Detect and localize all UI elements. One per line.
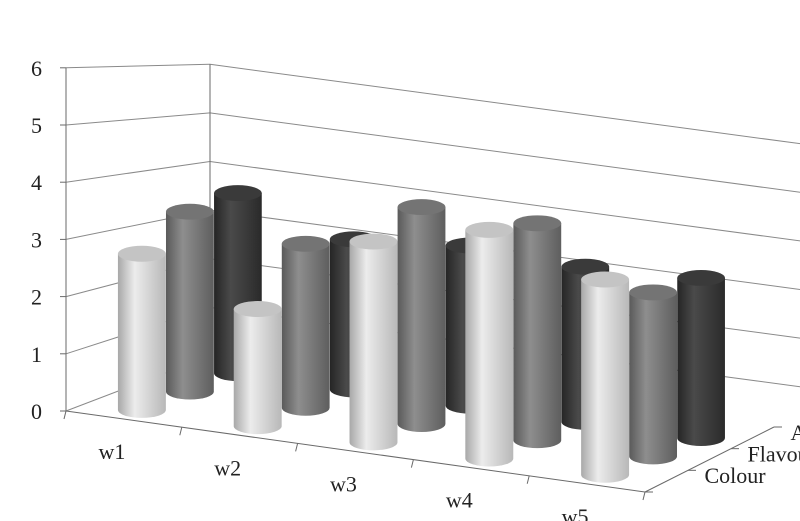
y-tick-labels: 0 1 2 3 4 5 6	[31, 56, 42, 424]
category-label-w4: w4	[446, 488, 473, 513]
y-tick-label: 6	[31, 56, 42, 81]
category-label-w1: w1	[98, 439, 125, 464]
side-gridline	[65, 161, 211, 183]
x-tick	[179, 427, 183, 436]
bar-colour-w3	[349, 233, 398, 451]
bar-flavour-w4	[513, 215, 562, 449]
bar-colour-w4	[465, 221, 514, 467]
y-tick-label: 4	[31, 170, 42, 195]
y-tick-label: 2	[31, 285, 42, 310]
category-labels: w1 w2 w3 w4 w5	[98, 439, 588, 521]
series-label-aroma: Aroma	[791, 420, 800, 445]
x-axis	[65, 410, 646, 493]
y-tick-label: 5	[31, 113, 42, 138]
bar-colour-w2	[233, 301, 282, 435]
series-labels: ColourFlavourAroma	[705, 420, 800, 488]
bar-colour-w5	[581, 271, 630, 483]
category-label-w5: w5	[562, 504, 589, 521]
series-label-colour: Colour	[705, 463, 767, 488]
y-tick-label: 0	[31, 399, 42, 424]
bar-flavour-w1	[165, 203, 214, 400]
bar-flavour-w3	[397, 199, 446, 432]
gridline	[209, 112, 800, 193]
gridline	[209, 161, 800, 242]
bar-colour-w1	[117, 245, 166, 418]
side-gridline	[65, 112, 211, 126]
x-tick	[642, 491, 646, 501]
x-tick	[295, 443, 299, 452]
bar-flavour-w5	[629, 284, 678, 465]
side-gridline	[65, 63, 211, 69]
gridline	[209, 63, 800, 145]
bar-aroma-w5	[677, 270, 725, 446]
category-label-w3: w3	[330, 472, 357, 497]
series-label-flavour: Flavour	[748, 442, 800, 467]
depth-axis	[644, 426, 775, 493]
x-tick	[526, 475, 530, 484]
x-tick	[63, 410, 67, 420]
category-label-w2: w2	[214, 455, 241, 480]
y-tick-label: 3	[31, 227, 42, 252]
bars	[117, 185, 725, 483]
x-tick	[410, 459, 414, 468]
y-tick-label: 1	[31, 342, 42, 367]
bar-flavour-w2	[281, 235, 330, 416]
